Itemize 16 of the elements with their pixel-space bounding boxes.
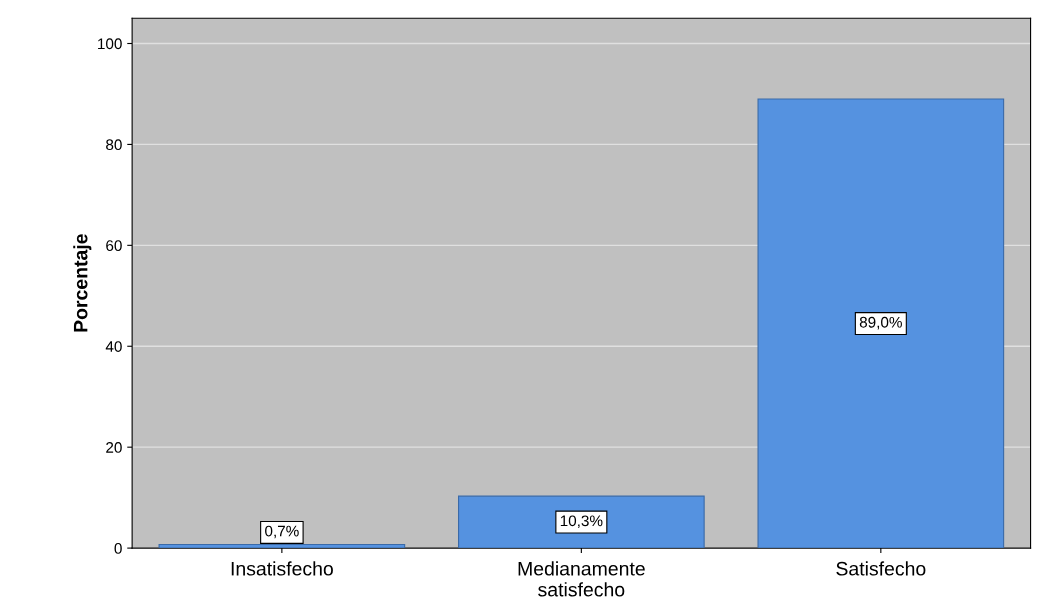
data-label: 0,7% bbox=[265, 525, 299, 539]
data-label: 10,3% bbox=[560, 515, 603, 529]
y-tick-label: 20 bbox=[106, 442, 122, 453]
y-tick-label: 80 bbox=[106, 139, 122, 151]
bar bbox=[158, 544, 406, 549]
x-tick-label: Satisfecho bbox=[836, 561, 926, 576]
y-tick-label: 100 bbox=[98, 38, 122, 50]
x-tick-label: Medianamente satisfecho bbox=[518, 561, 645, 597]
x-tick-label: Insatisfecho bbox=[231, 561, 333, 576]
bar bbox=[757, 98, 1005, 549]
y-tick-label: 60 bbox=[106, 240, 122, 252]
y-tick-label: 40 bbox=[105, 341, 122, 352]
data-label: 89,0% bbox=[859, 316, 902, 330]
y-axis-title: Porcentaje bbox=[73, 234, 92, 332]
bar bbox=[458, 495, 705, 549]
y-tick-label: 0 bbox=[114, 542, 122, 554]
